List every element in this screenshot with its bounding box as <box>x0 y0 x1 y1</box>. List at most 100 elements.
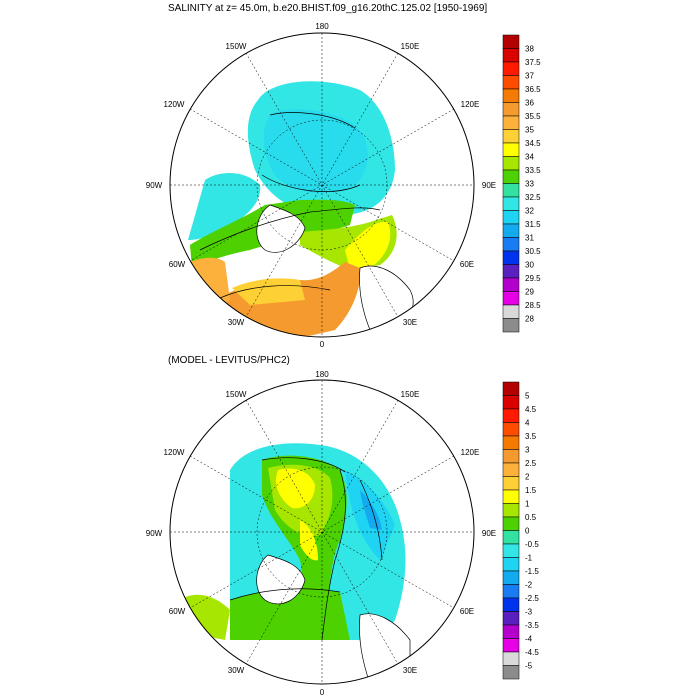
difference-colorbar-swatch <box>502 597 520 612</box>
svg-text:90W: 90W <box>146 181 163 190</box>
salinity-colorbar-swatch <box>502 88 520 103</box>
svg-text:90W: 90W <box>146 529 163 538</box>
difference-colorbar-swatch <box>502 651 520 666</box>
salinity-colorbar-label: 28 <box>525 315 534 324</box>
svg-text:150W: 150W <box>226 42 247 51</box>
salinity-colorbar-label: 32 <box>525 207 534 216</box>
salinity-colorbar-swatch <box>502 156 520 171</box>
difference-colorbar-swatch <box>502 638 520 653</box>
svg-text:60E: 60E <box>460 260 474 269</box>
difference-colorbar-swatch <box>502 665 520 680</box>
salinity-map-panel: 180 150W 150E 120W 120E 90W 90E 60W 60E … <box>146 22 541 349</box>
difference-colorbar-swatch <box>502 624 520 639</box>
difference-colorbar-swatch <box>502 503 520 518</box>
salinity-colorbar-swatch <box>502 48 520 63</box>
difference-colorbar-swatch <box>502 584 520 599</box>
salinity-colorbar-swatch <box>502 183 520 198</box>
svg-text:120W: 120W <box>164 100 185 109</box>
longitude-labels: 180 150W 150E 120W 120E 90W 90E 60W 60E … <box>146 22 496 349</box>
svg-text:150W: 150W <box>226 390 247 399</box>
salinity-colorbar-swatch <box>502 129 520 144</box>
difference-colorbar-label: -4.5 <box>525 648 539 657</box>
svg-text:30W: 30W <box>228 318 245 327</box>
difference-colorbar-swatch <box>502 489 520 504</box>
salinity-colorbar-swatch <box>502 115 520 130</box>
salinity-colorbar-swatch <box>502 196 520 211</box>
difference-colorbar-swatch <box>502 516 520 531</box>
svg-text:150E: 150E <box>401 42 420 51</box>
salinity-colorbar-label: 35.5 <box>525 112 541 121</box>
salinity-colorbar-swatch <box>502 318 520 333</box>
salinity-colorbar-swatch <box>502 102 520 117</box>
difference-colorbar-label: 4 <box>525 419 530 428</box>
svg-text:60W: 60W <box>169 260 186 269</box>
difference-colorbar-label: 0.5 <box>525 513 537 522</box>
difference-colorbar-label: -5 <box>525 662 533 671</box>
difference-colorbar-label: -3 <box>525 608 533 617</box>
difference-colorbar-label: -4 <box>525 635 533 644</box>
difference-colorbar-swatch <box>502 476 520 491</box>
difference-colorbar-label: -2 <box>525 581 533 590</box>
difference-colorbar-swatch <box>502 611 520 626</box>
salinity-colorbar-label: 36.5 <box>525 85 541 94</box>
difference-colorbar-swatch <box>502 462 520 477</box>
difference-colorbar-label: 4.5 <box>525 405 537 414</box>
map-title-difference: (MODEL - LEVITUS/PHC2) <box>168 355 290 366</box>
salinity-colorbar-label: 29.5 <box>525 274 541 283</box>
salinity-colorbar-label: 32.5 <box>525 193 541 202</box>
difference-colorbar-swatch <box>502 543 520 558</box>
salinity-colorbar-swatch <box>502 142 520 157</box>
difference-colorbar-swatch <box>502 530 520 545</box>
salinity-colorbar-label: 34.5 <box>525 139 541 148</box>
difference-colorbar-label: 5 <box>525 392 530 401</box>
salinity-colorbar-label: 34 <box>525 153 534 162</box>
salinity-colorbar-swatch <box>502 237 520 252</box>
difference-colorbar-swatch <box>502 557 520 572</box>
difference-colorbar-swatch <box>502 570 520 585</box>
difference-colorbar-label: 3 <box>525 446 530 455</box>
svg-text:90E: 90E <box>482 529 496 538</box>
difference-colorbar-swatch <box>502 435 520 450</box>
salinity-colorbar-swatch <box>502 304 520 319</box>
difference-colorbar-label: -1.5 <box>525 567 539 576</box>
salinity-colorbar-swatch <box>502 75 520 90</box>
svg-text:180: 180 <box>315 22 329 31</box>
difference-colorbar-label: -2.5 <box>525 594 539 603</box>
salinity-colorbar-label: 31.5 <box>525 220 541 229</box>
svg-text:180: 180 <box>315 370 329 379</box>
difference-colorbar-swatch <box>502 381 520 396</box>
salinity-colorbar-swatch <box>502 34 520 49</box>
salinity-colorbar-swatch <box>502 169 520 184</box>
difference-colorbar-label: 2.5 <box>525 459 537 468</box>
salinity-colorbar-label: 35 <box>525 126 534 135</box>
salinity-colorbar-label: 33 <box>525 180 534 189</box>
salinity-colorbar-swatch <box>502 210 520 225</box>
difference-colorbar-swatch <box>502 408 520 423</box>
longitude-labels: 180 150W 150E 120W 120E 90W 90E 60W 60E … <box>146 370 496 697</box>
svg-text:0: 0 <box>320 688 325 697</box>
salinity-colorbar-swatch <box>502 277 520 292</box>
difference-colorbar-swatch <box>502 395 520 410</box>
svg-text:120E: 120E <box>461 448 480 457</box>
svg-text:120E: 120E <box>461 100 480 109</box>
salinity-colorbar-label: 28.5 <box>525 301 541 310</box>
difference-colorbar: 5 4.5 4 3.5 3 2.5 2 1.5 1 0.5 0 -0.5 -1 -1.5 -2 -2.5 -3 -… <box>502 381 539 680</box>
salinity-colorbar-swatch <box>502 61 520 76</box>
svg-text:150E: 150E <box>401 390 420 399</box>
salinity-colorbar-swatch <box>502 264 520 279</box>
graticule <box>170 33 474 337</box>
svg-text:0: 0 <box>320 340 325 349</box>
salinity-colorbar-swatch <box>502 223 520 238</box>
salinity-colorbar-label: 31 <box>525 234 534 243</box>
salinity-colorbar-label: 36 <box>525 99 534 108</box>
salinity-colorbar-swatch <box>502 291 520 306</box>
salinity-colorbar-label: 37 <box>525 72 534 81</box>
difference-colorbar-label: -1 <box>525 554 533 563</box>
svg-text:30W: 30W <box>228 666 245 675</box>
salinity-colorbar-label: 37.5 <box>525 58 541 67</box>
salinity-colorbar-label: 30 <box>525 261 534 270</box>
difference-colorbar-label: 1 <box>525 500 530 509</box>
difference-map-panel: 180 150W 150E 120W 120E 90W 90E 60W 60E … <box>146 370 540 697</box>
map-title-salinity: SALINITY at z= 45.0m, b.e20.BHIST.f09_g1… <box>168 3 488 14</box>
